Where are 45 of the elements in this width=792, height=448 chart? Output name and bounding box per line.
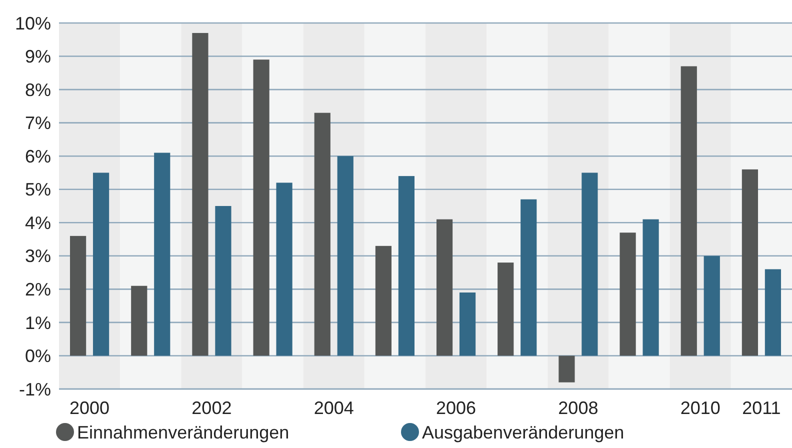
bar — [154, 152, 170, 356]
legend-label: Einnahmenveränderungen — [77, 422, 290, 442]
legend-label: Ausgabenveränderungen — [422, 422, 624, 442]
bar — [742, 169, 758, 356]
y-tick-label: 3% — [24, 246, 51, 266]
bar — [642, 219, 659, 356]
bar — [436, 219, 453, 356]
bar — [276, 182, 292, 356]
y-tick-label: 2% — [24, 279, 51, 300]
bar — [337, 156, 354, 356]
bar — [398, 176, 415, 356]
y-tick-label: 9% — [24, 46, 51, 67]
y-tick-label: 4% — [24, 212, 51, 233]
x-tick-label: 2011 — [742, 398, 781, 418]
bar — [498, 262, 514, 356]
bar — [215, 206, 232, 356]
y-tick-label: 6% — [24, 146, 51, 166]
x-tick-label: 2010 — [680, 398, 720, 418]
bar — [253, 60, 270, 356]
bar — [620, 232, 636, 356]
bar — [520, 199, 537, 356]
bar — [375, 246, 392, 356]
x-tick-label: 2006 — [436, 398, 476, 418]
x-tick-label: 2002 — [192, 398, 232, 418]
bar — [70, 236, 86, 356]
bar — [582, 172, 598, 356]
y-tick-label: -1% — [18, 379, 51, 400]
y-tick-label: 1% — [24, 312, 51, 333]
bar — [558, 356, 575, 382]
bar — [764, 269, 782, 356]
y-tick-label: 10% — [14, 13, 51, 34]
y-tick-label: 8% — [24, 80, 51, 100]
bar — [314, 112, 330, 356]
bar — [92, 172, 110, 356]
bar — [131, 286, 148, 356]
bar — [680, 66, 697, 356]
bar — [192, 32, 208, 356]
x-tick-label: 2004 — [314, 398, 354, 418]
x-tick-label: 2008 — [558, 398, 598, 418]
y-tick-label: 5% — [24, 180, 51, 200]
bar — [704, 256, 720, 356]
y-tick-label: 0% — [24, 346, 51, 366]
bar — [459, 292, 476, 356]
x-tick-label: 2000 — [70, 398, 110, 418]
y-tick-label: 7% — [24, 113, 51, 134]
